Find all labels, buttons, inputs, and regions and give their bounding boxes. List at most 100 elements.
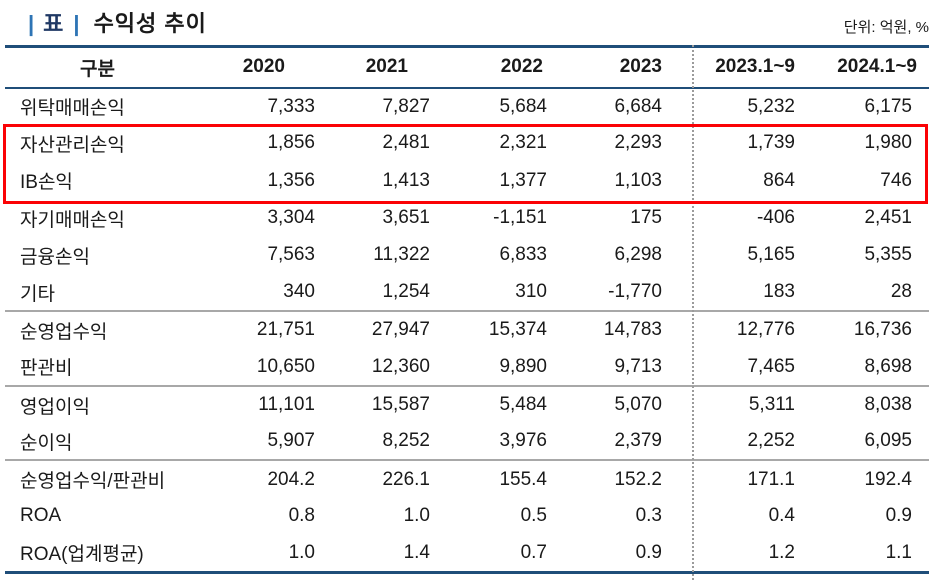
row-label: 순영업수익/판관비 [20, 471, 166, 493]
value-cell: 175 [630, 207, 662, 229]
value-cell: 0.3 [635, 505, 662, 527]
col-header: 2021 [365, 56, 408, 78]
value-cell: 3,976 [499, 430, 547, 452]
profitability-table: 구분 2020 2021 2022 2023 2023.1~9 2024.1~9 위탁매매손… [5, 45, 929, 574]
header-row: 구분 2020 2021 2022 2023 2023.1~9 2024.1~9 [5, 47, 929, 88]
value-cell: 1,739 [747, 132, 795, 154]
value-cell: 7,827 [382, 95, 430, 117]
table-row-highlighted: 자산관리손익 1,856 2,481 2,321 2,293 1,739 1,980 [5, 125, 929, 162]
value-cell: 6,833 [499, 244, 547, 266]
value-cell: 183 [763, 281, 795, 303]
value-cell: 2,321 [499, 132, 547, 154]
col-header-label: 구분 [80, 58, 115, 80]
table-row: 순이익 5,907 8,252 3,976 2,379 2,252 6,095 [5, 423, 929, 461]
table-row: 순영업수익/판관비 204.2 226.1 155.4 152.2 171.1 192.4 [5, 460, 929, 497]
row-label: 기타 [20, 283, 55, 305]
value-cell: 1,103 [614, 169, 662, 191]
table-body: 위탁매매손익 7,333 7,827 5,684 6,684 5,232 6,175 자산관리… [5, 88, 929, 573]
value-cell: 5,232 [747, 95, 795, 117]
value-cell: -406 [756, 207, 795, 229]
value-cell: 1,856 [267, 132, 315, 154]
value-cell: 3,651 [382, 207, 430, 229]
row-label: 순영업수익 [20, 321, 108, 343]
value-cell: 21,751 [256, 319, 315, 341]
table-row: 순영업수익 21,751 27,947 15,374 14,783 12,776 16,73… [5, 311, 929, 348]
title-pipe-icon: | [28, 11, 35, 36]
table-title: 수익성 추이 [93, 11, 207, 36]
table-marker: 표 [43, 11, 65, 36]
value-cell: 0.9 [885, 505, 912, 527]
value-cell: 226.1 [382, 468, 430, 490]
value-cell: 16,736 [853, 319, 912, 341]
title-bar: | 표 | 수익성 추이 단위: 억원, % [0, 0, 934, 45]
value-cell: 5,311 [748, 394, 795, 416]
row-label: 순이익 [20, 432, 73, 454]
value-cell: 2,293 [614, 132, 662, 154]
value-cell: 0.7 [520, 541, 547, 563]
value-cell: 6,298 [614, 244, 662, 266]
table-row: 금융손익 7,563 11,322 6,833 6,298 5,165 5,355 [5, 237, 929, 274]
value-cell: 5,484 [499, 394, 547, 416]
value-cell: 0.9 [635, 541, 662, 563]
col-header: 2020 [242, 56, 285, 78]
value-cell: 11,322 [373, 244, 430, 266]
title-pipe-icon: | [73, 11, 80, 36]
row-label: 자기매매손익 [20, 209, 125, 231]
value-cell: 2,451 [864, 207, 912, 229]
value-cell: 2,252 [747, 430, 795, 452]
page-title: | 표 | 수익성 추이 [28, 6, 207, 38]
value-cell: 746 [880, 169, 912, 191]
row-label: ROA(업계평균) [20, 544, 144, 566]
value-cell: 12,360 [371, 355, 430, 377]
table-row: 판관비 10,650 12,360 9,890 9,713 7,465 8,698 [5, 349, 929, 386]
value-cell: 8,252 [382, 430, 430, 452]
value-cell: 7,333 [267, 95, 315, 117]
value-cell: 340 [283, 281, 315, 303]
table-row: 자기매매손익 3,304 3,651 -1,151 175 -406 2,451 [5, 199, 929, 236]
value-cell: 1.0 [288, 541, 315, 563]
table-row-highlighted: IB손익 1,356 1,413 1,377 1,103 864 746 [5, 162, 929, 199]
table-row: ROA(업계평균) 1.0 1.4 0.7 0.9 1.2 1.1 [5, 535, 929, 572]
value-cell: 0.4 [768, 505, 795, 527]
value-cell: 310 [515, 281, 547, 303]
row-label: ROA [20, 505, 62, 527]
row-label: 자산관리손익 [20, 134, 125, 156]
value-cell: 0.8 [288, 505, 315, 527]
table-row: ROA 0.8 1.0 0.5 0.3 0.4 0.9 [5, 498, 929, 535]
row-label: 판관비 [20, 358, 73, 380]
value-cell: 1.0 [403, 505, 430, 527]
value-cell: 6,095 [864, 430, 912, 452]
value-cell: 2,379 [614, 430, 662, 452]
value-cell: 864 [763, 169, 795, 191]
table-row: 기타 340 1,254 310 -1,770 183 28 [5, 274, 929, 312]
value-cell: 1,356 [267, 169, 315, 191]
value-cell: 27,947 [371, 319, 430, 341]
value-cell: 1,413 [382, 169, 430, 191]
table-row: 영업이익 11,101 15,587 5,484 5,070 5,311 8,038 [5, 386, 929, 423]
value-cell: 15,587 [371, 394, 430, 416]
value-cell: 12,776 [736, 319, 795, 341]
value-cell: 10,650 [256, 355, 315, 377]
value-cell: 1.4 [403, 541, 430, 563]
value-cell: 204.2 [267, 468, 315, 490]
value-cell: 1.2 [768, 541, 795, 563]
value-cell: 5,684 [499, 95, 547, 117]
col-header: 2023 [619, 56, 662, 78]
col-header: 2022 [500, 56, 543, 78]
value-cell: 8,038 [864, 394, 912, 416]
value-cell: 1,377 [499, 169, 547, 191]
value-cell: 9,713 [614, 355, 662, 377]
col-header: 2023.1~9 [715, 56, 795, 78]
value-cell: 5,907 [267, 430, 315, 452]
row-label: IB손익 [20, 172, 73, 194]
value-cell: 5,165 [747, 244, 795, 266]
row-label: 위탁매매손익 [20, 98, 125, 120]
value-cell: 5,355 [864, 244, 912, 266]
value-cell: 7,465 [747, 355, 795, 377]
row-label: 영업이익 [20, 396, 90, 418]
value-cell: 7,563 [267, 244, 315, 266]
value-cell: 8,698 [864, 355, 912, 377]
table-row: 위탁매매손익 7,333 7,827 5,684 6,684 5,232 6,175 [5, 88, 929, 125]
value-cell: 2,481 [382, 132, 430, 154]
value-cell: -1,770 [608, 281, 662, 303]
